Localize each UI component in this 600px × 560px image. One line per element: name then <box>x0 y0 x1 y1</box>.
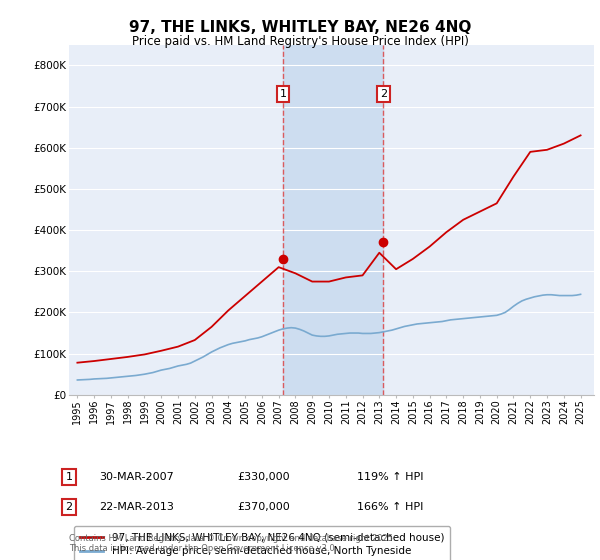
Text: 1: 1 <box>65 472 73 482</box>
Text: 1: 1 <box>280 89 286 99</box>
Text: 2: 2 <box>65 502 73 512</box>
Text: Price paid vs. HM Land Registry's House Price Index (HPI): Price paid vs. HM Land Registry's House … <box>131 35 469 48</box>
Text: 30-MAR-2007: 30-MAR-2007 <box>99 472 174 482</box>
Text: £370,000: £370,000 <box>237 502 290 512</box>
Text: 22-MAR-2013: 22-MAR-2013 <box>99 502 174 512</box>
Text: £330,000: £330,000 <box>237 472 290 482</box>
Bar <box>283 45 383 395</box>
Text: 119% ↑ HPI: 119% ↑ HPI <box>357 472 424 482</box>
Text: 2: 2 <box>380 89 387 99</box>
Text: 97, THE LINKS, WHITLEY BAY, NE26 4NQ: 97, THE LINKS, WHITLEY BAY, NE26 4NQ <box>129 20 471 35</box>
Text: Contains HM Land Registry data © Crown copyright and database right 2025.
This d: Contains HM Land Registry data © Crown c… <box>69 534 395 553</box>
Legend: 97, THE LINKS, WHITLEY BAY, NE26 4NQ (semi-detached house), HPI: Average price, : 97, THE LINKS, WHITLEY BAY, NE26 4NQ (se… <box>74 526 451 560</box>
Text: 166% ↑ HPI: 166% ↑ HPI <box>357 502 424 512</box>
